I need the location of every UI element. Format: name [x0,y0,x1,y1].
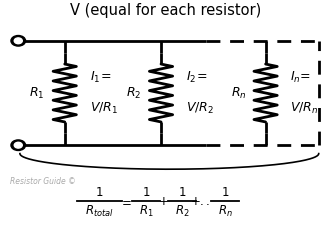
Text: $I_2\!=\!$: $I_2\!=\!$ [186,70,207,85]
Text: $1$: $1$ [142,186,150,199]
Text: $+..$: $+..$ [190,195,210,208]
Text: $1$: $1$ [95,186,104,199]
Text: $1$: $1$ [221,186,229,199]
Text: Resistor Guide ©: Resistor Guide © [10,177,76,186]
Circle shape [14,38,22,44]
Text: $I_n\!=\!$: $I_n\!=\!$ [290,70,312,85]
Text: $1$: $1$ [178,186,186,199]
Text: V (equal for each resistor): V (equal for each resistor) [70,3,262,18]
Text: $R_n$: $R_n$ [218,204,232,219]
Circle shape [11,36,26,46]
Text: $R_1$: $R_1$ [139,204,153,219]
Circle shape [14,142,22,148]
Text: $R_2$: $R_2$ [175,204,189,219]
Text: $R_1$: $R_1$ [29,85,44,101]
Text: $V/R_2$: $V/R_2$ [186,101,214,116]
Text: $R_n$: $R_n$ [230,85,246,101]
Text: $=$: $=$ [119,195,132,208]
Text: $+$: $+$ [158,195,169,208]
Text: $R_2$: $R_2$ [126,85,141,101]
Text: $V/R_1$: $V/R_1$ [90,101,118,116]
Text: $R_{total}$: $R_{total}$ [85,204,114,219]
Text: $I_1\!=\!$: $I_1\!=\!$ [90,70,111,85]
Text: $V/R_n$: $V/R_n$ [290,101,319,116]
Circle shape [11,140,26,150]
